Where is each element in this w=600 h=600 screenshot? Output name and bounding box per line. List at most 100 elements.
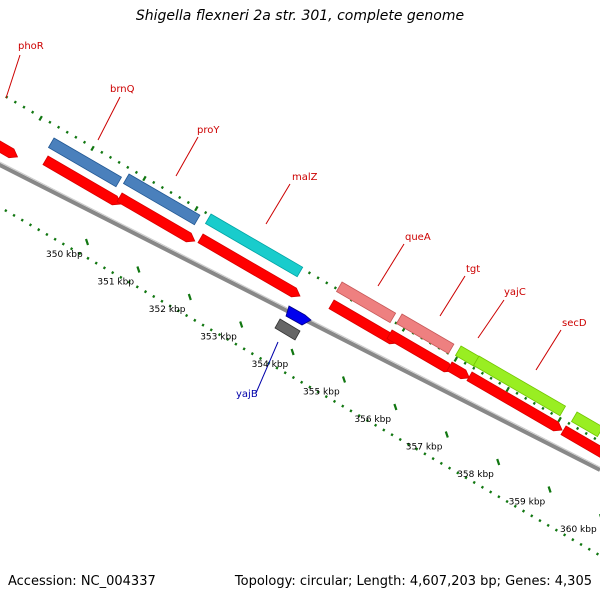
tick-label: 357 kbp bbox=[406, 443, 443, 453]
inner-tick bbox=[69, 247, 74, 251]
outer-tick bbox=[498, 381, 502, 385]
inner-tick bbox=[554, 528, 558, 532]
outer-tick bbox=[142, 175, 147, 182]
outer-tick bbox=[489, 376, 493, 380]
inner-tick bbox=[250, 352, 254, 356]
inner-tick bbox=[398, 437, 402, 442]
inner-tick bbox=[53, 237, 57, 241]
gene-bar-brnQ bbox=[47, 137, 123, 188]
inner-tick bbox=[78, 251, 82, 256]
tick-label: 352 kbp bbox=[149, 305, 186, 315]
gene-label-yajC: yajC bbox=[504, 287, 526, 298]
inner-tick bbox=[111, 270, 115, 275]
outer-tick bbox=[584, 431, 588, 436]
major-tick bbox=[547, 486, 552, 493]
outer-tick bbox=[532, 401, 536, 405]
gene-bar-grey bbox=[274, 318, 301, 341]
inner-tick bbox=[563, 533, 567, 537]
outer-tick bbox=[463, 361, 467, 365]
tick-label: 351 kbp bbox=[97, 278, 134, 288]
inner-tick bbox=[193, 318, 197, 322]
inner-tick bbox=[300, 380, 304, 384]
gene-leader-proY bbox=[175, 136, 199, 177]
inner-tick bbox=[447, 466, 452, 470]
gene-leader-malZ bbox=[265, 183, 291, 225]
gene-bar-green bbox=[570, 411, 600, 438]
inner-tick bbox=[291, 375, 295, 380]
inner-tick bbox=[382, 428, 386, 432]
inner-tick bbox=[431, 456, 435, 461]
inner-tick bbox=[61, 242, 65, 246]
inner-tick bbox=[464, 476, 468, 480]
inner-tick bbox=[12, 213, 16, 218]
inner-tick bbox=[546, 523, 550, 528]
gene-leader-queA bbox=[377, 243, 405, 287]
major-tick bbox=[496, 458, 501, 466]
inner-tick bbox=[20, 218, 24, 222]
outer-tick bbox=[82, 140, 87, 144]
inner-tick bbox=[571, 538, 575, 542]
inner-tick bbox=[538, 518, 542, 523]
outer-tick bbox=[100, 150, 104, 154]
outer-tick bbox=[325, 281, 329, 285]
inner-tick bbox=[275, 366, 279, 370]
outer-tick bbox=[186, 200, 190, 205]
outer-tick bbox=[152, 180, 156, 185]
inner-tick bbox=[168, 304, 172, 308]
cds-arrow bbox=[328, 299, 399, 345]
major-tick bbox=[84, 238, 90, 246]
outer-tick-ring bbox=[5, 95, 597, 441]
inner-tick bbox=[579, 542, 583, 547]
outer-tick bbox=[48, 120, 52, 124]
cds-arrow bbox=[466, 371, 563, 432]
outer-tick bbox=[480, 371, 485, 375]
inner-tick bbox=[217, 332, 222, 337]
inner-tick bbox=[28, 223, 33, 227]
gene-leader-phoR bbox=[5, 54, 21, 99]
gene-bar-proY bbox=[122, 173, 201, 226]
outer-tick bbox=[550, 411, 554, 416]
inner-tick bbox=[185, 313, 189, 318]
inner-tick bbox=[283, 371, 287, 375]
gene-bar-tgt bbox=[395, 313, 455, 355]
inner-tick-ring bbox=[4, 208, 600, 556]
inner-tick bbox=[102, 266, 106, 270]
gene-bar-secD bbox=[472, 355, 567, 417]
gene-label-yajB: yajB bbox=[236, 389, 258, 400]
inner-tick bbox=[226, 337, 230, 342]
tick-label: 350 kbp bbox=[46, 250, 83, 260]
major-tick bbox=[393, 403, 398, 411]
inner-tick bbox=[209, 328, 213, 332]
outer-tick bbox=[394, 321, 398, 325]
outer-tick bbox=[567, 421, 571, 426]
gene-label-brnQ: brnQ bbox=[110, 84, 135, 95]
outer-tick bbox=[22, 105, 26, 109]
outer-tick bbox=[31, 110, 35, 114]
inner-tick bbox=[94, 261, 98, 265]
inner-tick bbox=[472, 480, 476, 485]
outer-tick bbox=[13, 100, 17, 104]
inner-tick bbox=[456, 471, 460, 475]
major-tick bbox=[341, 376, 347, 383]
accession-text: Accession: NC_004337 bbox=[8, 574, 156, 589]
outer-tick bbox=[575, 426, 580, 431]
inner-tick bbox=[86, 256, 90, 260]
inner-tick bbox=[258, 356, 263, 361]
inner-tick bbox=[176, 309, 180, 313]
inner-tick bbox=[390, 433, 394, 437]
genome-summary-text: Topology: circular; Length: 4,607,203 bp… bbox=[234, 574, 592, 589]
inner-tick bbox=[4, 208, 8, 213]
outer-tick bbox=[169, 190, 173, 195]
gene-label-malZ: malZ bbox=[292, 172, 318, 183]
tick-label: 356 kbp bbox=[354, 415, 391, 425]
outer-tick bbox=[134, 170, 139, 175]
outer-tick bbox=[593, 436, 597, 441]
outer-tick bbox=[65, 130, 69, 134]
cds-arrow bbox=[560, 425, 600, 458]
gene-leader-tgt bbox=[439, 275, 466, 317]
inner-tick bbox=[595, 552, 600, 556]
outer-tick bbox=[178, 195, 182, 200]
outer-tick bbox=[515, 391, 519, 395]
gene-label-phoR: phoR bbox=[18, 41, 44, 52]
